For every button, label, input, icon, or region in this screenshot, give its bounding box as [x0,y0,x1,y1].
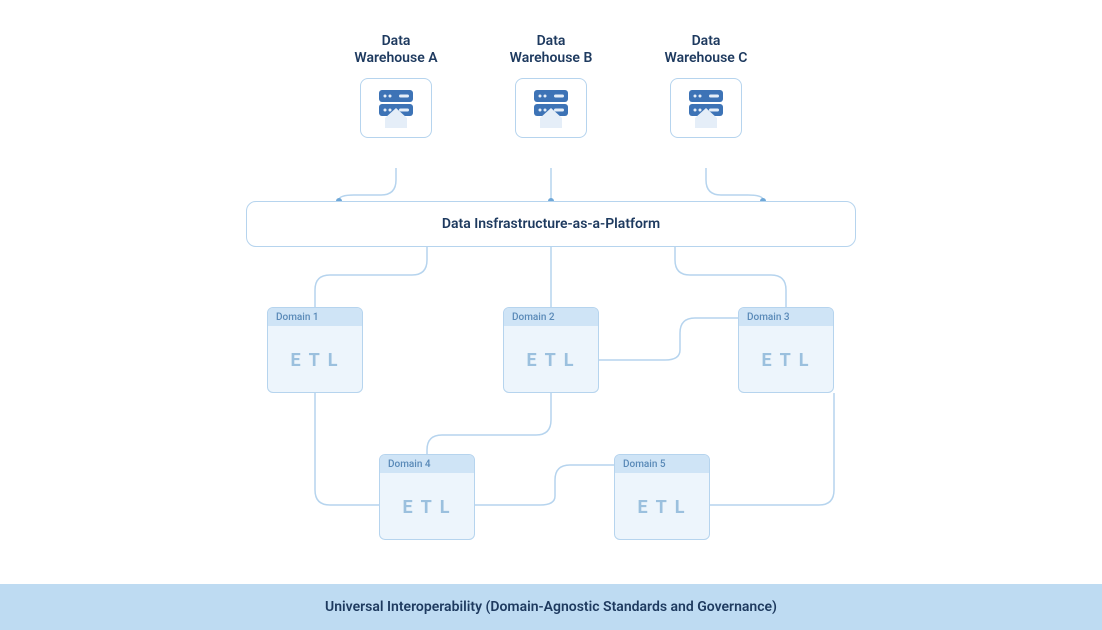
server-house-icon [373,88,419,128]
etl-label: E T L [504,326,598,393]
domain-5-header: Domain 5 [615,455,709,473]
warehouse-a-label: Data Warehouse A [326,33,466,67]
platform-label: Data Insfrastructure-as-a-Platform [442,216,660,232]
domain-2-box: Domain 2 E T L [503,307,599,393]
diagram-canvas: Data Warehouse A Data Warehouse B Data W… [0,0,1102,630]
domain-3-box: Domain 3 E T L [738,307,834,393]
domain-1-box: Domain 1 E T L [267,307,363,393]
warehouse-b-label: Data Warehouse B [481,33,621,67]
platform-box: Data Insfrastructure-as-a-Platform [246,201,856,247]
warehouse-c-label: Data Warehouse C [636,33,776,67]
domain-3-header: Domain 3 [739,308,833,326]
warehouse-a-box [360,78,432,138]
domain-1-header: Domain 1 [268,308,362,326]
etl-label: E T L [739,326,833,393]
etl-label: E T L [615,473,709,540]
etl-label: E T L [380,473,474,540]
server-house-icon [683,88,729,128]
server-house-icon [528,88,574,128]
footer-text: Universal Interoperability (Domain-Agnos… [325,599,777,615]
domain-4-box: Domain 4 E T L [379,454,475,540]
domain-2-header: Domain 2 [504,308,598,326]
domain-4-header: Domain 4 [380,455,474,473]
domain-5-box: Domain 5 E T L [614,454,710,540]
warehouse-c-box [670,78,742,138]
etl-label: E T L [268,326,362,393]
warehouse-b-box [515,78,587,138]
footer-bar: Universal Interoperability (Domain-Agnos… [0,584,1102,630]
